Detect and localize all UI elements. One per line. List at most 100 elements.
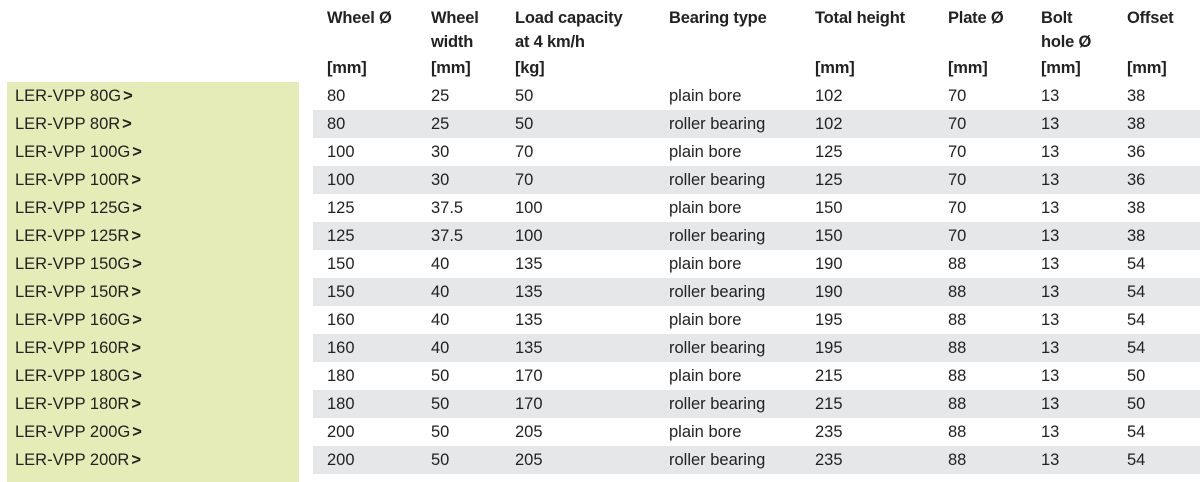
- cell-load: 205: [515, 451, 543, 469]
- model-name: LER-VPP 125G: [15, 199, 131, 217]
- model-name: LER-VPP 125R: [15, 227, 130, 245]
- cell-width: 40: [431, 255, 450, 273]
- cell-bearing: roller bearing: [669, 451, 766, 469]
- column-header-label: Total height: [815, 9, 905, 27]
- cell-bearing: plain bore: [669, 423, 742, 441]
- cell-load: 170: [515, 367, 543, 385]
- cell-plate: 70: [948, 171, 967, 189]
- cell-plate: 88: [948, 311, 967, 329]
- cell-plate: 88: [948, 367, 967, 385]
- cell-offset: 54: [1127, 283, 1146, 301]
- model-link[interactable]: LER-VPP 80R >: [15, 110, 132, 138]
- cell-offset: 50: [1127, 367, 1146, 385]
- column-header-label: at 4 km/h: [515, 33, 585, 51]
- cell-width: 40: [431, 339, 450, 357]
- cell-bolt: 13: [1041, 87, 1060, 105]
- cell-load: 135: [515, 339, 543, 357]
- model-link[interactable]: LER-VPP 150R >: [15, 278, 141, 306]
- cell-height: 195: [815, 311, 843, 329]
- cell-wheel: 160: [327, 339, 355, 357]
- column-header-unit: [mm]: [1041, 59, 1081, 77]
- cell-bolt: 13: [1041, 199, 1060, 217]
- cell-offset: 54: [1127, 311, 1146, 329]
- column-header-label: Wheel: [431, 9, 479, 27]
- cell-wheel: 180: [327, 367, 355, 385]
- cell-offset: 38: [1127, 227, 1146, 245]
- cell-height: 215: [815, 367, 843, 385]
- cell-offset: 54: [1127, 423, 1146, 441]
- cell-bearing: roller bearing: [669, 395, 766, 413]
- cell-height: 102: [815, 115, 843, 133]
- cell-bearing: roller bearing: [669, 339, 766, 357]
- cell-bearing: plain bore: [669, 255, 742, 273]
- model-link[interactable]: LER-VPP 180R >: [15, 390, 141, 418]
- model-link[interactable]: LER-VPP 150G >: [15, 250, 142, 278]
- model-link[interactable]: LER-VPP 200R >: [15, 446, 141, 474]
- column-header-plate: Plate Ø [mm]: [948, 6, 1004, 82]
- cell-width: 40: [431, 311, 450, 329]
- chevron-right-icon: >: [132, 143, 142, 161]
- model-link[interactable]: LER-VPP 80G >: [15, 82, 133, 110]
- table-row: LER-VPP 150R >150 40 135 roller bearing 190 88…: [0, 278, 1200, 306]
- cell-height: 235: [815, 451, 843, 469]
- column-header-label: hole Ø: [1041, 33, 1092, 51]
- cell-load: 50: [515, 87, 534, 105]
- table-row: LER-VPP 150G >150 40 135 plain bore 190 88 13 54: [0, 250, 1200, 278]
- model-link[interactable]: LER-VPP 125G >: [15, 194, 142, 222]
- cell-bolt: 13: [1041, 367, 1060, 385]
- row-band: [313, 110, 1200, 138]
- cell-bearing: roller bearing: [669, 171, 766, 189]
- cell-plate: 88: [948, 423, 967, 441]
- model-link[interactable]: LER-VPP 160R >: [15, 334, 141, 362]
- cell-bolt: 13: [1041, 143, 1060, 161]
- column-header-unit: [kg]: [515, 59, 545, 77]
- row-band: [313, 390, 1200, 418]
- cell-width: 40: [431, 283, 450, 301]
- cell-height: 235: [815, 423, 843, 441]
- cell-wheel: 80: [327, 87, 346, 105]
- cell-offset: 36: [1127, 171, 1146, 189]
- cell-height: 125: [815, 143, 843, 161]
- cell-width: 50: [431, 395, 450, 413]
- chevron-right-icon: >: [132, 423, 142, 441]
- cell-width: 50: [431, 423, 450, 441]
- cell-offset: 36: [1127, 143, 1146, 161]
- table-row: LER-VPP 80R >80 25 50 roller bearing 102 70 13 3…: [0, 110, 1200, 138]
- chevron-right-icon: >: [132, 311, 142, 329]
- cell-height: 190: [815, 255, 843, 273]
- cell-offset: 50: [1127, 395, 1146, 413]
- model-name: LER-VPP 160G: [15, 311, 131, 329]
- table-row: LER-VPP 100G >100 30 70 plain bore 125 70 13 36: [0, 138, 1200, 166]
- cell-bearing: plain bore: [669, 199, 742, 217]
- model-link[interactable]: LER-VPP 160G >: [15, 306, 142, 334]
- column-header-unit: [mm]: [815, 59, 855, 77]
- chevron-right-icon: >: [131, 227, 141, 245]
- row-band: [313, 446, 1200, 474]
- model-link[interactable]: LER-VPP 100G >: [15, 138, 142, 166]
- chevron-right-icon: >: [122, 115, 132, 133]
- chevron-right-icon: >: [131, 171, 141, 189]
- cell-bolt: 13: [1041, 339, 1060, 357]
- model-link[interactable]: LER-VPP 180G >: [15, 362, 142, 390]
- column-header-label: Plate Ø: [948, 9, 1004, 27]
- cell-bolt: 13: [1041, 423, 1060, 441]
- model-link[interactable]: LER-VPP 200G >: [15, 418, 142, 446]
- table-row: LER-VPP 200R >200 50 205 roller bearing 235 88…: [0, 446, 1200, 474]
- chevron-right-icon: >: [132, 199, 142, 217]
- cell-bearing: roller bearing: [669, 283, 766, 301]
- row-band: [313, 278, 1200, 306]
- cell-wheel: 150: [327, 283, 355, 301]
- model-link[interactable]: LER-VPP 100R >: [15, 166, 141, 194]
- cell-height: 190: [815, 283, 843, 301]
- cell-plate: 70: [948, 87, 967, 105]
- table-header: Wheel Ø [mm] Wheel width [mm] Load capacity at…: [0, 6, 1200, 82]
- cell-offset: 54: [1127, 255, 1146, 273]
- column-header-label: Offset: [1127, 9, 1174, 27]
- cell-plate: 88: [948, 451, 967, 469]
- cell-bearing: plain bore: [669, 311, 742, 329]
- cell-bolt: 13: [1041, 115, 1060, 133]
- cell-load: 70: [515, 143, 534, 161]
- column-header-label: Load capacity: [515, 9, 623, 27]
- model-link[interactable]: LER-VPP 125R >: [15, 222, 141, 250]
- table-row: LER-VPP 180R >180 50 170 roller bearing 215 88…: [0, 390, 1200, 418]
